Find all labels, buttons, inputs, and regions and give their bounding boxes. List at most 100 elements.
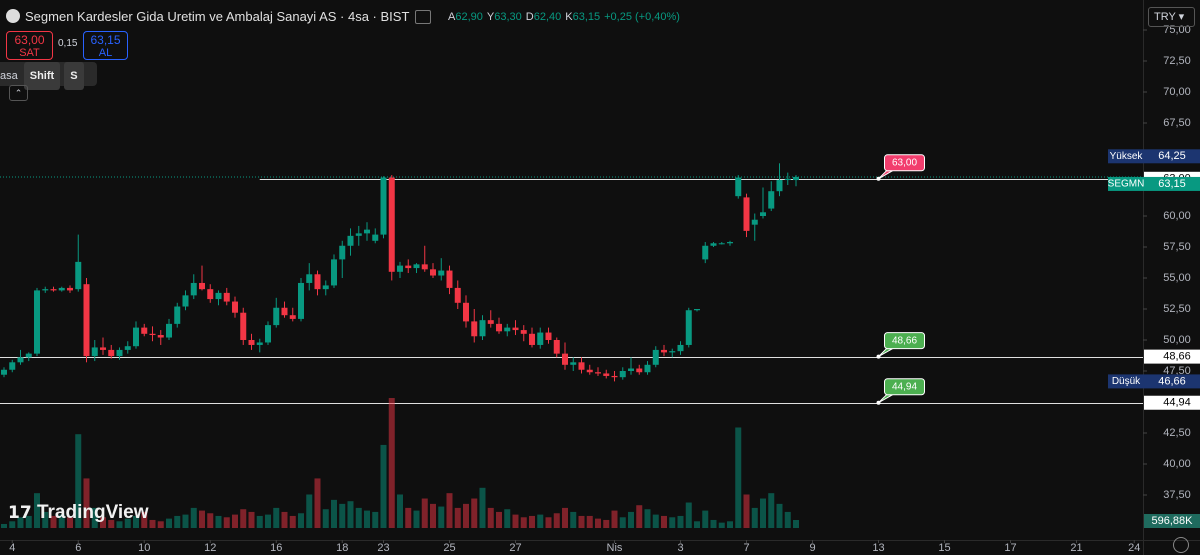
x-tick-label: 21 (1070, 542, 1082, 554)
y-tick-label: 60,00 (1163, 210, 1191, 222)
volume-bar (661, 515, 668, 528)
x-tick-label: 13 (872, 542, 884, 554)
volume-bar (190, 507, 197, 528)
volume-bar (331, 499, 338, 528)
volume-bar (421, 498, 428, 528)
volume-bar (388, 398, 395, 528)
candle-body (784, 178, 791, 181)
compare-icon[interactable] (415, 10, 431, 24)
key: S (64, 62, 84, 90)
volume-bar (677, 515, 684, 528)
symbol-logo[interactable] (6, 9, 20, 23)
candle-body (372, 234, 379, 241)
candle-body (760, 212, 767, 216)
candle-body (83, 284, 90, 357)
candle-body (182, 295, 189, 307)
candle-body (694, 308, 701, 311)
currency-button[interactable]: TRY ▾ (1148, 7, 1195, 27)
ohlc-key: Y (486, 11, 495, 23)
volume-bar (611, 510, 618, 528)
candle-body (331, 259, 338, 286)
volume-bar (570, 511, 577, 528)
volume-bar (545, 517, 552, 528)
volume-bar (100, 517, 107, 528)
price-tag-name: SEGMN (1108, 179, 1145, 190)
axis-price-box (1144, 349, 1200, 364)
candle-body (446, 270, 453, 288)
y-tick-label: 70,00 (1163, 86, 1191, 98)
tooltip: asa Shift S (0, 62, 97, 90)
sell-price: 63,00 (14, 33, 45, 47)
x-tick-label: 18 (336, 542, 348, 554)
candle-body (281, 307, 288, 316)
ohlc-key: D (525, 11, 534, 23)
volume-bar (108, 519, 115, 528)
candle-body (743, 197, 750, 231)
volume-bar (776, 503, 783, 528)
x-tick-label: 12 (204, 542, 216, 554)
candle-body (116, 349, 123, 357)
x-tick-label: 10 (138, 542, 150, 554)
y-tick-label: 50,00 (1163, 334, 1191, 346)
x-tick-label: Nis (607, 542, 623, 554)
price-tag-box (1144, 176, 1200, 191)
symbol-title[interactable]: Segmen Kardesler Gida Uretim ve Ambalaj … (25, 9, 410, 24)
volume-bar (174, 515, 181, 528)
y-tick-label: 47,50 (1163, 365, 1191, 377)
volume-bar (355, 507, 362, 528)
sell-button[interactable]: 63,00 SAT (6, 31, 53, 60)
price-tag-box (1144, 374, 1200, 389)
price-tag-name-box (1108, 149, 1144, 164)
volume-bar (669, 517, 676, 528)
volume-bar (496, 511, 503, 528)
volume-bar (685, 502, 692, 528)
candle-body (702, 245, 709, 260)
x-tick-label: 16 (270, 542, 282, 554)
candle-body (124, 346, 131, 350)
ohlc-value: 63,15 (572, 11, 601, 23)
volume-bar (339, 503, 346, 528)
candle-body (578, 362, 585, 370)
axis-price-label: 44,94 (1163, 397, 1191, 409)
alert-box (884, 378, 926, 396)
candle-body (520, 330, 527, 334)
collapse-button[interactable]: ⌃ (9, 85, 28, 101)
volume-bar (586, 515, 593, 528)
candle-body (504, 327, 511, 332)
candle-body (529, 333, 536, 345)
price-tag-name-box (1108, 374, 1144, 389)
candle-body (256, 342, 263, 345)
volume-bar (553, 513, 560, 528)
volume-bar (240, 509, 247, 528)
volume-bar (1, 523, 8, 528)
watermark: 𝟭𝟳 TradingView (8, 502, 149, 524)
y-tick-label: 52,50 (1163, 303, 1191, 315)
volume-bar (133, 515, 140, 528)
candle-body (364, 229, 371, 234)
buy-button[interactable]: 63,15 AL (83, 31, 128, 60)
volume-bar (83, 478, 90, 528)
candle-body (595, 372, 602, 374)
volume-bar (17, 517, 24, 528)
x-tick-label: 23 (377, 542, 389, 554)
volume-bar (306, 494, 313, 528)
volume-bar (430, 503, 437, 528)
candle-body (652, 349, 659, 365)
candle-body (232, 301, 239, 313)
volume-bar (256, 515, 263, 528)
settings-icon[interactable] (1173, 537, 1189, 553)
sell-label: SAT (19, 47, 40, 59)
y-tick-label: 55,00 (1163, 272, 1191, 284)
candle-body (454, 287, 461, 303)
buy-label: AL (98, 47, 113, 59)
volume-bar (520, 517, 527, 528)
volume-bar (718, 522, 725, 528)
candle-body (248, 339, 255, 345)
candle-body (166, 323, 173, 338)
volume-bar (710, 519, 717, 528)
candle-body (265, 325, 272, 343)
volume-bar (273, 507, 280, 528)
volume-bar (248, 511, 255, 528)
y-tick-label: 42,50 (1163, 427, 1191, 439)
volume-bar (149, 519, 156, 528)
